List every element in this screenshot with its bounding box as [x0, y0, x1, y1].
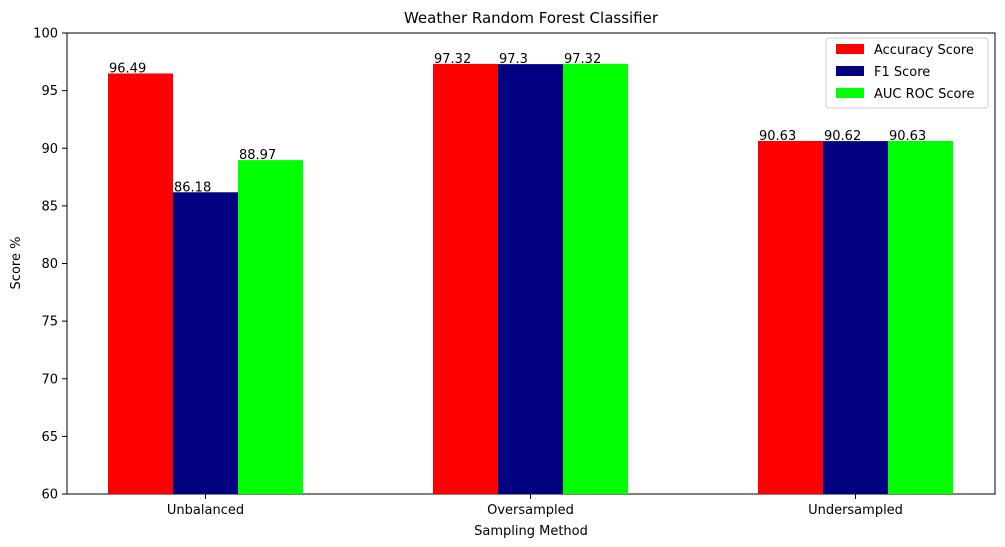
y-axis-label: Score % [9, 237, 24, 290]
x-tick-label: Unbalanced [167, 503, 244, 518]
data-labels-group: 96.49 86.18 88.97 97.32 97.3 97.32 90.63 90.62 9… [109, 52, 926, 195]
y-tick-label: 65 [41, 430, 58, 445]
data-label: 97.32 [564, 52, 601, 67]
legend: Accuracy Score F1 Score AUC ROC Score [825, 37, 989, 109]
y-tick-label: 100 [33, 27, 58, 42]
legend-swatch [836, 88, 864, 98]
data-label: 90.62 [824, 129, 861, 144]
data-label: 88.97 [239, 148, 276, 163]
data-label: 96.49 [109, 61, 146, 76]
bars-group [108, 63, 953, 495]
y-tick-label: 90 [41, 142, 58, 157]
chart-title: Weather Random Forest Classifier [404, 9, 659, 27]
legend-box [825, 37, 989, 109]
y-tick-label: 85 [41, 199, 58, 214]
legend-swatch [836, 44, 864, 54]
y-axis: 60 65 70 75 80 85 90 95 100 [33, 27, 67, 503]
bar-auc-roc-score-oversampled [563, 63, 628, 495]
bar-accuracy-score-undersampled [758, 140, 823, 494]
bar-auc-roc-score-unbalanced [238, 160, 303, 495]
bar-f1-score-undersampled [823, 141, 888, 495]
data-label: 90.63 [759, 129, 796, 144]
legend-label: AUC ROC Score [874, 87, 975, 102]
x-axis-label: Sampling Method [474, 524, 588, 539]
y-tick-label: 80 [41, 257, 58, 272]
data-label: 86.18 [174, 180, 211, 195]
bar-accuracy-score-oversampled [433, 63, 498, 495]
legend-label: Accuracy Score [874, 43, 974, 58]
x-axis: Unbalanced Oversampled Undersampled [167, 494, 903, 518]
y-tick-label: 70 [41, 372, 58, 387]
data-label: 97.3 [499, 52, 528, 67]
bar-f1-score-unbalanced [173, 192, 238, 494]
legend-label: F1 Score [874, 65, 930, 80]
bar-accuracy-score-unbalanced [108, 73, 173, 494]
bar-auc-roc-score-undersampled [888, 140, 953, 494]
data-label: 90.63 [889, 129, 926, 144]
y-tick-label: 75 [41, 315, 58, 330]
x-tick-label: Oversampled [487, 503, 574, 518]
y-tick-label: 95 [41, 84, 58, 99]
y-tick-label: 60 [41, 488, 58, 503]
legend-swatch [836, 66, 864, 76]
data-label: 97.32 [434, 52, 471, 67]
bar-f1-score-oversampled [498, 64, 563, 495]
x-tick-label: Undersampled [808, 503, 903, 518]
